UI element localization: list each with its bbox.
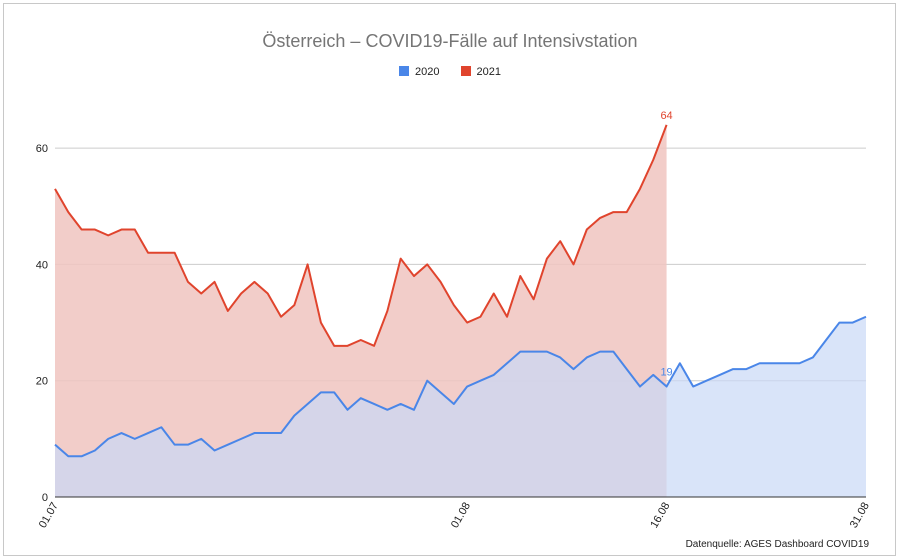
x-tick-label: 01.07: [37, 500, 61, 530]
x-tick-label: 16.08: [648, 500, 672, 530]
series-2020-end-label: 19: [660, 367, 672, 379]
legend-label-2021: 2021: [476, 66, 502, 78]
x-tick-label: 31.08: [848, 500, 872, 530]
chart-legend: 2020 2021: [0, 66, 900, 78]
series-2021-line: [54, 124, 668, 347]
series-2020-area: [55, 316, 866, 497]
chart-title: Österreich – COVID19-Fälle auf Intensivs…: [262, 31, 638, 51]
data-source-note: Datenquelle: AGES Dashboard COVID19: [685, 539, 869, 550]
series-2020-line: [54, 315, 867, 458]
series-2021-end-label: 64: [660, 110, 672, 122]
y-tick-label: 60: [36, 143, 48, 155]
legend-item-2021: 2021: [460, 66, 502, 78]
legend-item-2020: 2020: [398, 66, 440, 78]
legend-swatch-2021: [460, 66, 471, 76]
x-tick-label: 01.08: [449, 500, 473, 530]
y-tick-label: 40: [36, 259, 48, 271]
y-tick-label: 20: [36, 376, 48, 388]
legend-swatch-2020: [398, 66, 409, 76]
legend-label-2020: 2020: [414, 66, 440, 78]
y-tick-label: 0: [42, 492, 48, 504]
